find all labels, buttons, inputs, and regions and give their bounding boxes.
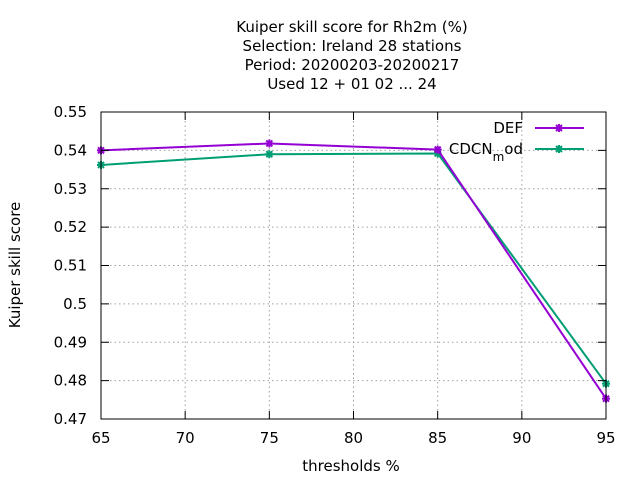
y-tick-label: 0.54 bbox=[54, 141, 87, 159]
x-tick-label: 95 bbox=[596, 429, 615, 447]
x-tick-label: 70 bbox=[176, 429, 195, 447]
x-tick-label: 75 bbox=[260, 429, 279, 447]
y-tick-label: 0.48 bbox=[54, 372, 87, 390]
series-line bbox=[100, 142, 607, 400]
x-tick-label: 90 bbox=[512, 429, 531, 447]
chart-title: Kuiper skill score for Rh2m (%)Selection… bbox=[236, 18, 468, 93]
data-point bbox=[265, 150, 274, 159]
chart-title-line: Used 12 + 01 02 ... 24 bbox=[267, 75, 436, 93]
grid bbox=[101, 112, 606, 419]
data-point bbox=[265, 139, 274, 148]
axis-ticks bbox=[100, 111, 607, 420]
legend-label: DEF bbox=[493, 119, 523, 137]
y-axis-label: Kuiper skill score bbox=[6, 202, 24, 329]
data-point bbox=[433, 145, 442, 154]
series-line bbox=[100, 152, 607, 385]
x-tick-label: 85 bbox=[428, 429, 447, 447]
x-tick-label: 80 bbox=[344, 429, 363, 447]
y-tick-labels: 0.47 0.48 0.49 0.5 0.51 0.52 0.53 0.54 0.55 bbox=[54, 103, 87, 428]
x-axis-label: thresholds % bbox=[302, 457, 399, 475]
legend-entry: DEF bbox=[493, 119, 584, 137]
x-tick-labels: 65 70 75 80 85 90 95 bbox=[91, 429, 615, 447]
y-tick-label: 0.53 bbox=[54, 180, 87, 198]
legend-marker bbox=[555, 124, 563, 132]
legend-entry: CDCNmod bbox=[449, 140, 584, 164]
y-tick-label: 0.51 bbox=[54, 257, 87, 275]
legend-marker bbox=[555, 145, 563, 153]
x-tick-label: 65 bbox=[91, 429, 110, 447]
chart-title-line: Kuiper skill score for Rh2m (%) bbox=[236, 18, 468, 36]
y-tick-label: 0.55 bbox=[54, 103, 87, 121]
y-tick-label: 0.5 bbox=[63, 295, 87, 313]
chart-title-line: Selection: Ireland 28 stations bbox=[243, 37, 462, 55]
y-tick-label: 0.47 bbox=[54, 410, 87, 428]
legend-label: CDCNmod bbox=[449, 140, 523, 164]
y-tick-label: 0.49 bbox=[54, 333, 87, 351]
legend: DEF CDCNmod bbox=[449, 119, 584, 164]
chart-title-line: Period: 20200203-20200217 bbox=[245, 56, 460, 74]
series bbox=[97, 139, 610, 403]
series-def bbox=[97, 139, 610, 403]
y-tick-label: 0.52 bbox=[54, 218, 87, 236]
